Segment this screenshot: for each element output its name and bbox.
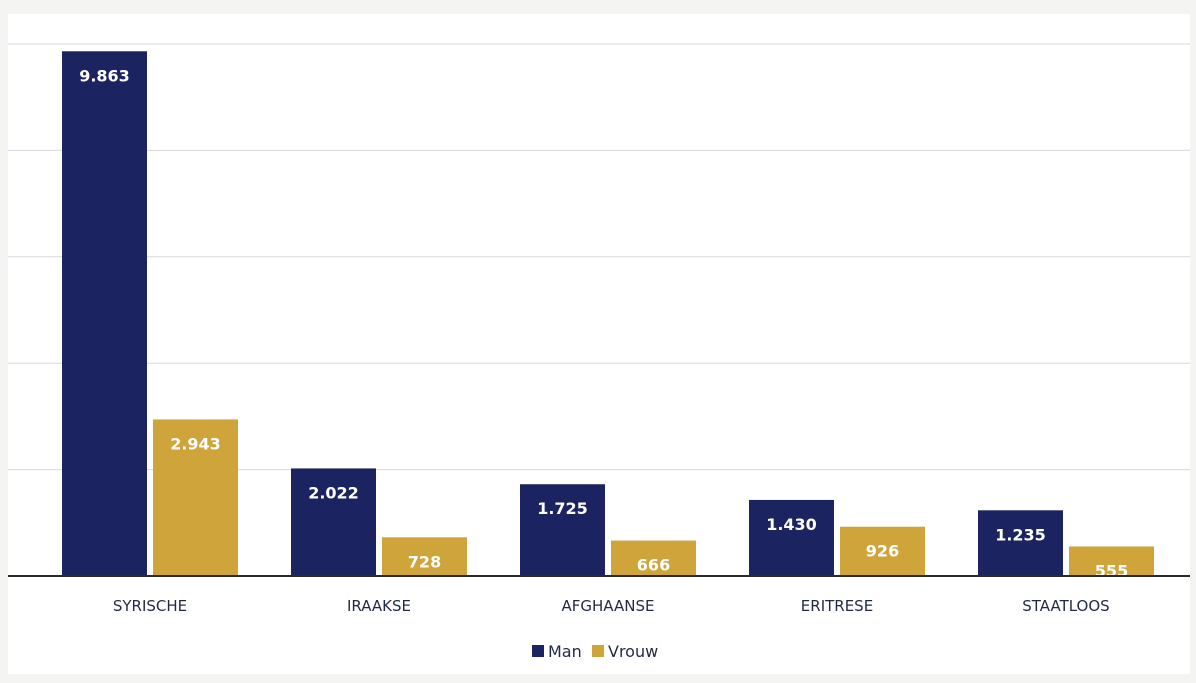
data-label: 2.943 (170, 434, 221, 453)
bar-vrouw-staatloos (1069, 546, 1154, 576)
gridlines (8, 43, 1190, 471)
x-tick-label: AFGHAANSE (562, 597, 655, 615)
bar-vrouw-syrische (153, 419, 238, 576)
bar-vrouw-afghaanse (611, 540, 696, 576)
bars (62, 51, 1154, 577)
bar-chart: 9.863 2.943 2.022 728 1.725 666 1.430 926 1.235 5… (8, 43, 1190, 661)
data-label: 926 (866, 542, 899, 561)
legend: Man Vrouw (532, 642, 658, 661)
legend-swatch-man (532, 645, 544, 657)
x-tick-label: IRAAKSE (347, 597, 411, 615)
data-label: 1.235 (995, 525, 1046, 544)
legend-entry-vrouw: Vrouw (608, 642, 658, 661)
x-tick-label: SYRISCHE (113, 597, 187, 615)
chart-area: 9.863 2.943 2.022 728 1.725 666 1.430 926 1.235 5… (8, 14, 1190, 674)
bar-vrouw-eritrese (840, 526, 925, 576)
data-label: 9.863 (79, 66, 130, 85)
bar-man-staatloos (978, 510, 1063, 576)
data-label: 666 (637, 556, 670, 575)
legend-swatch-vrouw (592, 645, 604, 657)
bar-man-iraakse (291, 468, 376, 576)
x-tick-label: STAATLOOS (1022, 597, 1109, 615)
data-label: 728 (408, 552, 441, 571)
data-label: 555 (1095, 561, 1128, 580)
category-labels: SYRISCHE IRAAKSE AFGHAANSE ERITRESE STAATLOO… (113, 597, 1110, 615)
legend-entry-man: Man (548, 642, 582, 661)
data-label: 2.022 (308, 483, 359, 502)
bar-vrouw-iraakse (382, 537, 467, 576)
bar-man-afghaanse (520, 484, 605, 576)
data-label: 1.725 (537, 499, 588, 518)
bar-man-syrische (62, 51, 147, 577)
data-label: 1.430 (766, 515, 817, 534)
bar-man-eritrese (749, 499, 834, 576)
bar-labels: 9.863 2.943 2.022 728 1.725 666 1.430 926 1.235 5… (79, 66, 1128, 580)
x-tick-label: ERITRESE (801, 597, 873, 615)
